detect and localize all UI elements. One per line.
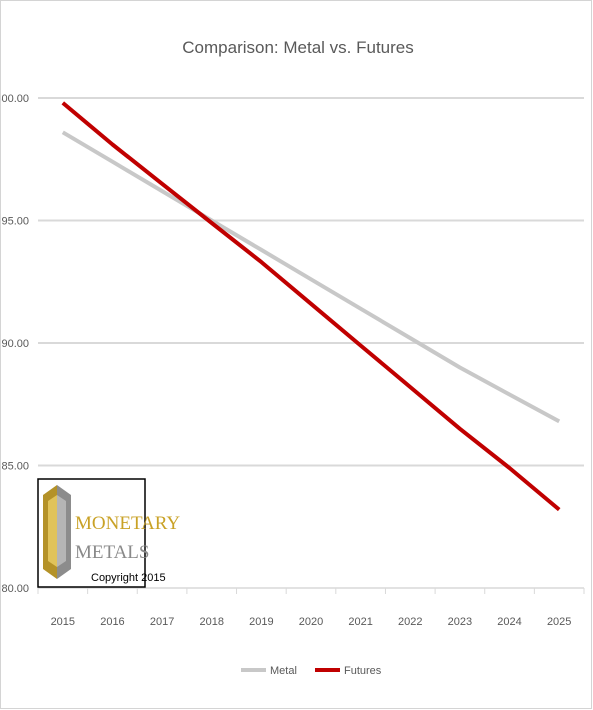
x-tick-label: 2015 bbox=[51, 616, 75, 628]
y-tick-label: 395.00 bbox=[1, 216, 29, 228]
x-tick-label: 2021 bbox=[348, 616, 372, 628]
y-tick-label: 385.00 bbox=[1, 461, 29, 473]
x-tick-label: 2025 bbox=[547, 616, 571, 628]
legend: Metal Futures bbox=[241, 665, 382, 677]
x-tick-label: 2019 bbox=[249, 616, 273, 628]
legend-label-metal: Metal bbox=[270, 665, 297, 677]
logo-copyright: Copyright 2015 bbox=[91, 572, 166, 584]
x-tick-label: 2016 bbox=[100, 616, 124, 628]
y-axis-ticks: 380.00 385.00 390.00 395.00 400.00 bbox=[1, 93, 29, 595]
logo-line2: METALS bbox=[75, 542, 149, 563]
monetary-metals-logo: MONETARY METALS Copyright 2015 bbox=[37, 478, 180, 588]
x-axis: 2015 2016 2017 2018 2019 2020 2021 2022 2023 2024… bbox=[37, 587, 585, 628]
x-tick-label: 2023 bbox=[448, 616, 472, 628]
gridlines bbox=[38, 97, 584, 467]
x-tick-label: 2017 bbox=[150, 616, 174, 628]
x-tick-label: 2024 bbox=[497, 616, 521, 628]
chart-title: Comparison: Metal vs. Futures bbox=[182, 38, 413, 57]
logo-emblem-icon bbox=[43, 485, 71, 579]
y-tick-label: 380.00 bbox=[1, 583, 29, 595]
y-tick-label: 400.00 bbox=[1, 93, 29, 105]
series-line-futures bbox=[61, 101, 561, 512]
x-tick-label: 2022 bbox=[398, 616, 422, 628]
series-line-metal bbox=[61, 130, 561, 424]
legend-label-futures: Futures bbox=[344, 665, 382, 677]
x-tick-label: 2018 bbox=[199, 616, 223, 628]
series-lines bbox=[61, 101, 561, 512]
x-tick-label: 2020 bbox=[299, 616, 323, 628]
y-tick-label: 390.00 bbox=[1, 338, 29, 350]
logo-line1: MONETARY bbox=[75, 513, 180, 534]
